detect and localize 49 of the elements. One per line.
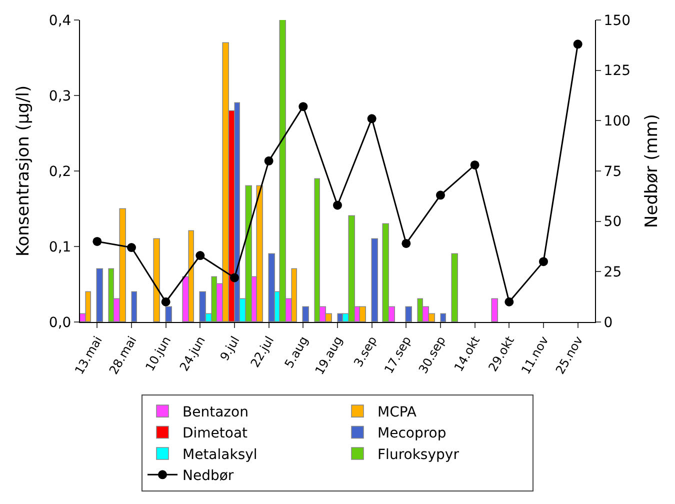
bar (302, 306, 309, 322)
point (402, 238, 411, 248)
y2-tick-label: 125 (604, 63, 631, 80)
point (333, 200, 342, 210)
point (196, 251, 205, 260)
bar (256, 185, 263, 322)
legend-label: Fluroksypyr (378, 446, 460, 463)
point (264, 156, 274, 166)
bar (96, 268, 103, 322)
point (92, 236, 102, 246)
legend-label: Mecoprop (378, 426, 446, 442)
bar (451, 253, 458, 322)
bar (440, 313, 446, 322)
bar (371, 238, 378, 322)
y2-tick-label: 50 (604, 214, 622, 230)
y-axis-title: Konsentrasjon (µg/l) (13, 85, 34, 257)
point (470, 160, 480, 170)
y2-tick-label: 75 (604, 164, 622, 180)
point (367, 114, 376, 124)
y-tick-label: 0,1 (48, 239, 72, 256)
legend-label: Metalaksyl (182, 446, 258, 463)
point (161, 297, 170, 306)
point (573, 40, 582, 49)
y2-axis-title: Nedbør (mm) (642, 114, 662, 228)
y2-tick-label: 150 (604, 12, 631, 29)
point (298, 102, 308, 112)
legend-label: Dimetoat (182, 426, 248, 442)
y2-tick-label: 0 (604, 314, 613, 331)
bar (165, 306, 172, 322)
bar (268, 253, 275, 322)
y2-tick-label: 100 (604, 114, 631, 130)
point (127, 243, 136, 252)
bar (131, 291, 137, 322)
point (230, 273, 239, 282)
bar (359, 306, 366, 322)
point (539, 257, 548, 266)
legend-label: Bentazon (182, 404, 248, 421)
bar (491, 298, 498, 322)
bar (405, 306, 412, 322)
point (504, 297, 514, 306)
y-tick-label: 0,2 (48, 164, 72, 180)
point (436, 190, 445, 200)
y-tick-label: 0,4 (48, 12, 72, 29)
y-tick-label: 0,0 (48, 314, 72, 331)
y2-tick-label: 25 (604, 264, 622, 281)
y-tick-label: 0,3 (48, 88, 72, 104)
bar (153, 238, 160, 322)
legend-label: MCPA (378, 404, 417, 421)
legend-label: Nedbør (182, 468, 234, 484)
